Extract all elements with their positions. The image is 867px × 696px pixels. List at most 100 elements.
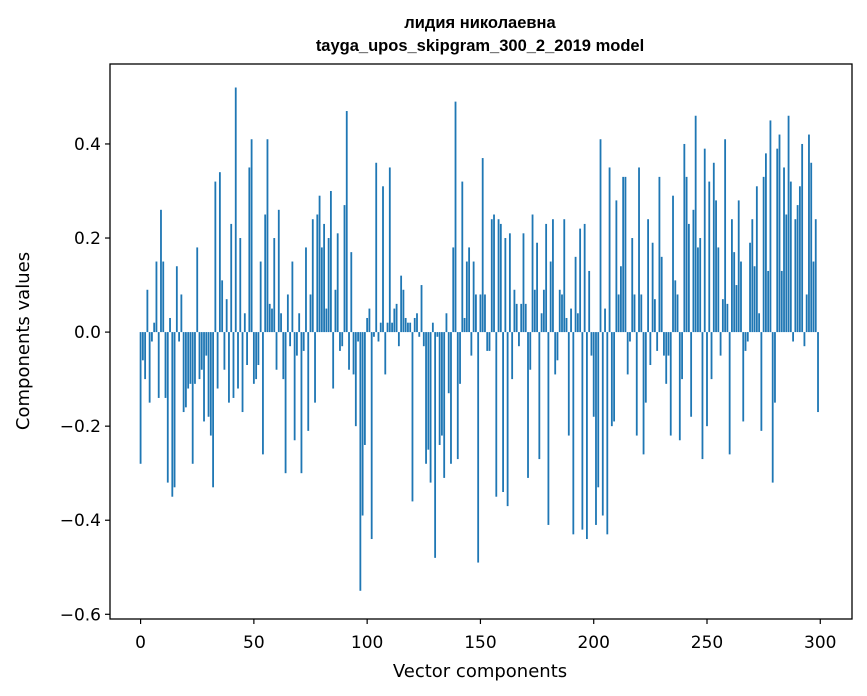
bar-23 [191, 332, 194, 464]
bar-58 [271, 308, 273, 333]
bar-71 [300, 332, 303, 474]
bar-142 [461, 181, 464, 333]
bar-173 [531, 214, 534, 333]
bar-209 [613, 332, 616, 422]
bar-72 [302, 332, 305, 351]
bar-162 [506, 332, 509, 507]
bar-219 [635, 332, 638, 436]
bar-44 [239, 238, 242, 333]
bar-103 [373, 332, 375, 337]
bar-56 [266, 139, 269, 333]
x-axis-label: Vector components [393, 661, 567, 682]
bar-74 [307, 332, 310, 431]
bar-120 [411, 332, 414, 502]
bar-116 [402, 289, 405, 333]
bar-172 [529, 332, 532, 370]
bar-0 [139, 332, 142, 464]
bar-88 [339, 332, 341, 351]
bar-77 [314, 332, 316, 403]
bar-49 [250, 139, 253, 333]
bar-159 [499, 223, 502, 333]
bar-274 [760, 332, 763, 431]
bar-118 [407, 322, 409, 333]
bar-230 [660, 256, 663, 333]
bar-66 [289, 332, 292, 347]
bar-294 [805, 294, 808, 333]
bar-207 [608, 167, 611, 333]
bar-135 [445, 313, 448, 333]
bar-41 [232, 332, 235, 398]
bar-289 [794, 219, 797, 333]
bar-295 [808, 134, 810, 333]
bar-91 [345, 111, 348, 333]
bar-5 [151, 332, 153, 342]
bar-119 [409, 322, 412, 333]
bar-6 [153, 322, 156, 333]
bar-31 [209, 332, 212, 436]
bar-171 [527, 332, 529, 478]
bar-148 [475, 294, 477, 333]
bar-117 [404, 317, 407, 333]
bar-208 [610, 332, 613, 427]
bar-166 [515, 303, 518, 333]
bar-80 [320, 247, 323, 333]
bar-136 [447, 332, 450, 394]
bar-137 [450, 332, 452, 464]
bar-234 [669, 332, 672, 436]
bar-189 [567, 332, 570, 436]
bar-255 [717, 247, 720, 333]
bar-82 [325, 308, 328, 333]
bar-94 [352, 332, 355, 375]
bar-89 [341, 332, 344, 347]
bar-237 [676, 294, 679, 333]
bar-164 [511, 332, 514, 380]
bar-260 [728, 332, 731, 455]
bar-113 [395, 303, 398, 333]
bar-108 [384, 332, 387, 375]
bar-223 [644, 332, 647, 403]
bar-9 [160, 209, 162, 333]
bar-224 [647, 219, 649, 333]
bar-145 [468, 247, 471, 333]
bar-40 [230, 223, 233, 333]
bar-273 [758, 313, 761, 333]
bar-149 [477, 332, 480, 563]
bar-178 [542, 289, 545, 333]
bar-138 [452, 247, 455, 333]
bar-4 [148, 332, 151, 403]
bar-266 [742, 332, 745, 422]
bar-83 [327, 238, 330, 333]
bar-286 [787, 115, 790, 333]
bar-114 [397, 332, 400, 347]
bar-39 [228, 332, 230, 403]
bar-36 [221, 280, 224, 333]
bar-184 [556, 332, 559, 361]
bar-186 [561, 294, 563, 333]
bar-229 [658, 176, 661, 333]
bar-37 [223, 332, 226, 370]
bar-222 [642, 332, 645, 455]
bar-13 [169, 317, 171, 333]
bar-298 [814, 219, 817, 333]
bar-11 [164, 332, 167, 398]
bar-153 [486, 332, 489, 351]
bar-251 [708, 181, 711, 333]
bar-28 [203, 332, 205, 422]
bar-262 [733, 252, 736, 333]
bar-125 [422, 332, 425, 347]
bar-141 [459, 332, 461, 384]
bar-243 [690, 332, 693, 417]
x-tick-label: 300 [804, 633, 836, 653]
bar-139 [454, 101, 457, 333]
bar-280 [774, 332, 776, 403]
bar-53 [259, 261, 262, 333]
bar-144 [465, 261, 468, 333]
bar-212 [620, 266, 622, 333]
bar-35 [218, 172, 221, 333]
bar-102 [370, 332, 373, 540]
bar-12 [166, 332, 169, 483]
bar-220 [638, 167, 640, 333]
y-tick-label: 0.2 [74, 229, 101, 249]
bar-20 [184, 332, 187, 408]
bar-195 [581, 332, 584, 530]
